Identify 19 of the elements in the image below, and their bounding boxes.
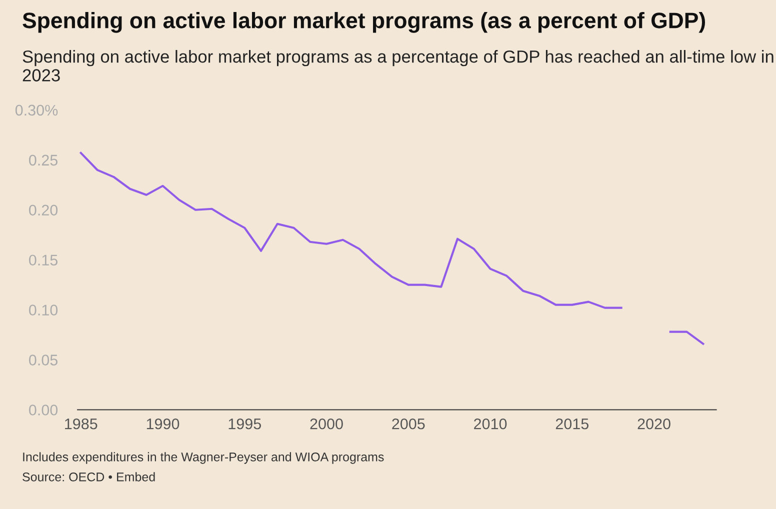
x-tick-label: 2000 (310, 418, 343, 430)
x-tick-label: 2010 (474, 418, 507, 430)
chart-subtitle: Spending on active labor market programs as a percentage of GDP has reached an all-time low in 2023 (22, 50, 774, 82)
x-tick-label: 1995 (228, 418, 261, 430)
y-tick-label: 0.15 (29, 254, 58, 266)
y-tick-label: 0.25 (29, 154, 58, 166)
x-tick-label: 2020 (638, 418, 670, 430)
x-tick-label: 1985 (65, 418, 98, 430)
x-tick-label: 1990 (146, 418, 180, 430)
y-tick-label: 0.10 (29, 304, 58, 316)
x-tick-label: 2005 (392, 418, 425, 430)
y-tick-label: 0.30% (15, 104, 58, 116)
y-tick-label: 0.05 (29, 354, 58, 366)
y-tick-label: 0.20 (29, 204, 58, 216)
text: Includes expenditures in the Wagner-Peyser and WIOA programs (23, 452, 384, 464)
x-tick-label: 2015 (556, 418, 588, 430)
chart-title: Spending on active labor market programs (as a percent of GDP) (22, 12, 706, 33)
source-note: Source: OECD • Embed (22, 472, 155, 482)
y-tick-label: 0.00 (29, 404, 58, 416)
